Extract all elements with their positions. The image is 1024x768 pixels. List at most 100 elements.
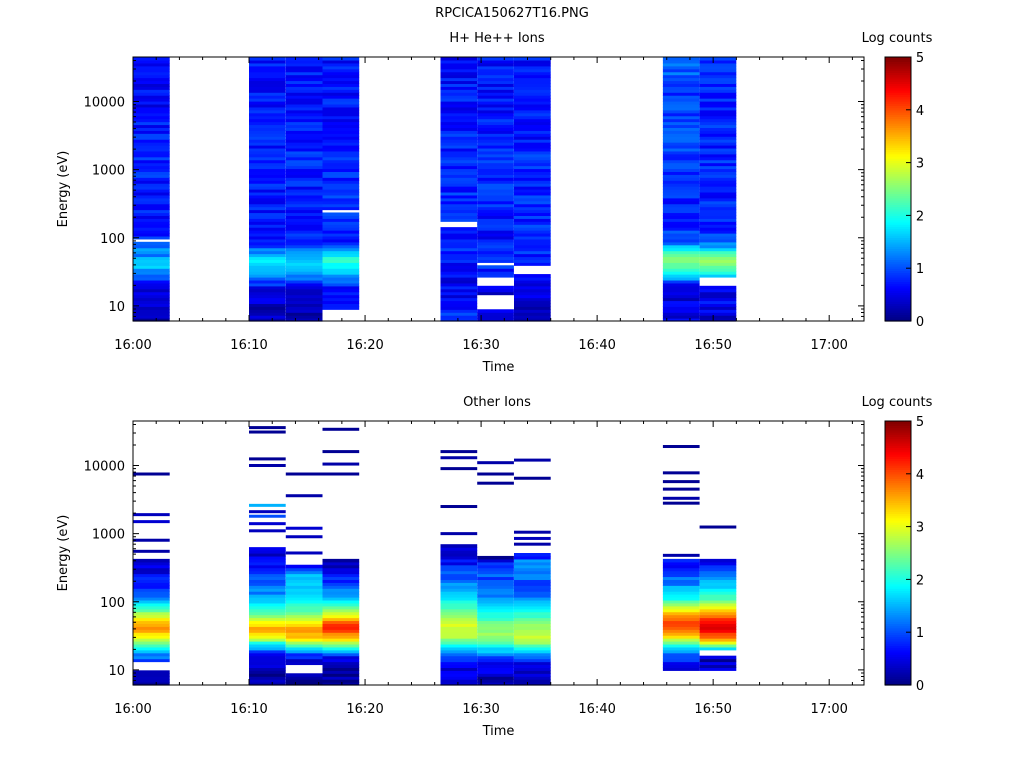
spectrogram-bin	[285, 617, 323, 622]
colorbar-swatch	[885, 515, 911, 519]
spectrogram-bin	[662, 65, 700, 70]
spectrogram-bin	[322, 626, 360, 630]
colorbar-swatch	[885, 96, 911, 100]
spectrogram-bin	[699, 274, 737, 278]
spectrogram-bin	[662, 611, 700, 616]
spectrogram-bin	[477, 162, 514, 167]
colorbar-swatch	[885, 235, 911, 238]
colorbar-swatch	[885, 277, 911, 280]
spectrogram-bin	[249, 118, 286, 123]
spectrogram-bin	[322, 602, 360, 607]
spectrogram-bin	[249, 89, 286, 93]
spectrogram-bin	[133, 282, 170, 287]
spectrogram-bin	[662, 274, 700, 278]
spectrogram-bin	[440, 57, 478, 61]
spectrogram-bin	[662, 209, 700, 214]
spectrogram-bin	[699, 71, 737, 76]
spectrogram-bin	[477, 203, 514, 208]
spectrogram-bin	[440, 667, 478, 671]
spectrogram-bin	[440, 564, 478, 569]
spectrogram-bin	[699, 561, 737, 566]
spectrogram-bin	[249, 130, 286, 134]
spectrogram-bin	[133, 297, 170, 302]
spectrogram-bin	[477, 95, 514, 99]
spectrogram-bin	[322, 611, 360, 616]
colorbar-swatch	[885, 219, 911, 223]
spectrogram-bin	[249, 682, 286, 686]
spectrogram-bin	[322, 664, 360, 668]
spectrogram-bin	[249, 629, 286, 633]
spectrogram-bin	[322, 285, 360, 290]
colorbar-swatch	[885, 92, 911, 95]
spectrogram-bin	[133, 121, 170, 126]
spectrogram-bin	[662, 259, 700, 263]
sparse-count-bin	[662, 480, 700, 484]
spectrogram-bin	[440, 306, 478, 310]
colorbar-swatch	[885, 581, 911, 585]
sparse-count-bin	[249, 529, 286, 533]
spectrogram-bin	[133, 206, 170, 211]
colorbar-tick-label: 0	[916, 315, 924, 330]
spectrogram-bin	[662, 315, 700, 319]
spectrogram-bin	[285, 171, 323, 175]
spectrogram-bin	[249, 203, 286, 208]
colorbar-swatch	[885, 294, 911, 298]
spectrogram-bin	[699, 89, 737, 93]
spectrogram-bin	[514, 602, 551, 607]
colorbar-swatch	[885, 266, 911, 269]
sparse-count-bin	[249, 430, 286, 434]
spectrogram-bin	[322, 646, 360, 651]
colorbar-swatch	[885, 427, 911, 431]
colorbar-swatch	[885, 156, 911, 159]
spectrogram-bin	[477, 605, 514, 610]
spectrogram-bin	[133, 86, 170, 90]
spectrogram-bin	[440, 227, 478, 231]
colorbar-swatch	[885, 131, 911, 135]
spectrogram-bin	[477, 643, 514, 648]
spectrogram-bin	[440, 212, 478, 216]
colorbar-swatch	[885, 57, 911, 60]
spectrogram-bin	[514, 309, 551, 313]
spectrogram-bin	[285, 611, 323, 616]
spectrogram-bin	[249, 576, 286, 580]
spectrogram-bin	[440, 614, 478, 619]
spectrogram-bin	[440, 271, 478, 275]
sparse-count-bin	[662, 496, 700, 500]
colorbar-swatch	[885, 674, 911, 677]
spectrogram-bin	[477, 646, 514, 651]
spectrogram-bin	[662, 573, 700, 578]
spectrogram-bin	[699, 206, 737, 211]
spectrogram-bin	[477, 664, 514, 668]
colorbar-tick-label: 1	[916, 626, 924, 641]
spectrogram-bin	[285, 206, 323, 211]
spectrogram-bin	[514, 150, 551, 155]
spectrogram-bin	[440, 288, 478, 293]
spectrogram-bin	[440, 180, 478, 184]
spectrogram-bin	[477, 215, 514, 219]
colorbar-swatch	[885, 263, 911, 267]
spectrogram-bin	[285, 256, 323, 260]
spectrogram-bin	[514, 555, 551, 560]
spectrogram-bin	[699, 643, 737, 648]
colorbar-swatch	[885, 305, 911, 309]
spectrogram-bins	[133, 426, 737, 686]
spectrogram-bin	[477, 241, 514, 246]
spectrogram-bin	[440, 638, 478, 642]
spectrogram-bin	[662, 233, 700, 237]
spectrogram-bin	[249, 553, 286, 557]
spectrogram-bin	[440, 673, 478, 677]
spectrogram-bin	[514, 224, 551, 228]
spectrogram-bin	[133, 676, 170, 680]
spectrogram-bin	[699, 605, 737, 610]
spectrogram-bin	[249, 611, 286, 616]
spectrogram-bin	[477, 139, 514, 143]
colorbar-swatch	[885, 162, 911, 166]
colorbar-swatch	[885, 252, 911, 256]
sparse-count-bin	[285, 526, 323, 530]
spectrogram-bin	[322, 558, 360, 563]
spectrogram-bin	[285, 588, 323, 592]
spectrogram-bin	[514, 670, 551, 674]
colorbar-swatch	[885, 623, 911, 627]
spectrogram-bin	[662, 244, 700, 249]
